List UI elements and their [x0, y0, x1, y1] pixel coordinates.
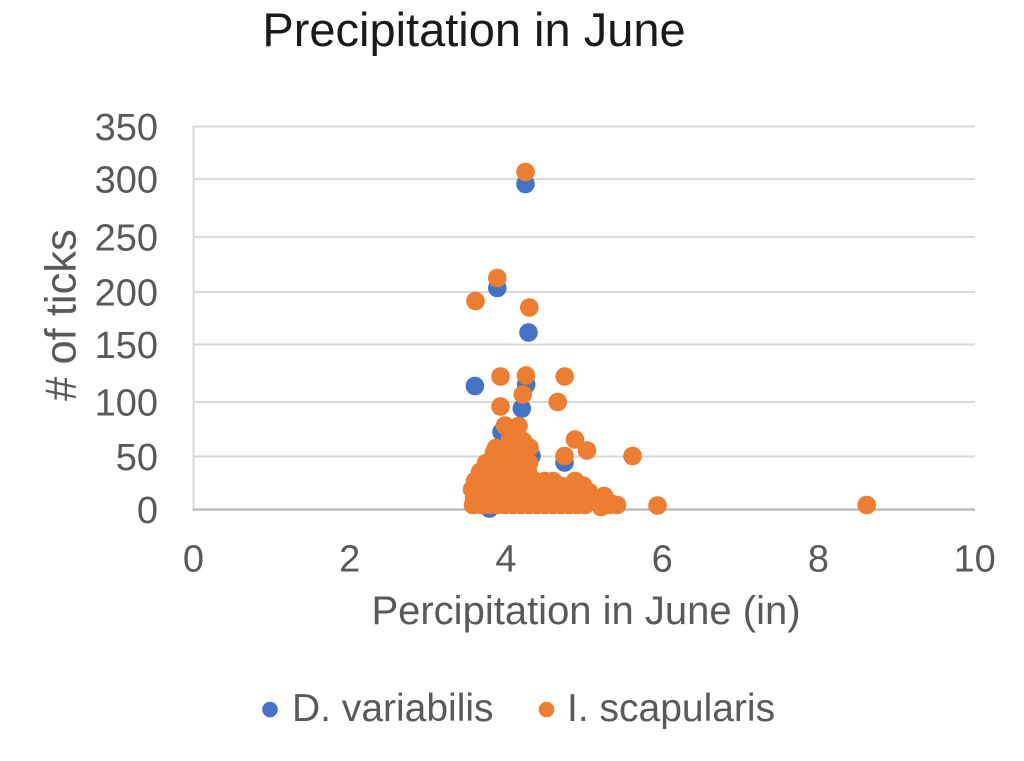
svg-text:100: 100 [95, 383, 158, 425]
svg-text:I. scapularis: I. scapularis [567, 687, 775, 730]
svg-text:200: 200 [95, 273, 158, 315]
svg-text:0: 0 [183, 539, 204, 581]
svg-text:# of ticks: # of ticks [38, 229, 86, 401]
svg-text:2: 2 [339, 539, 360, 581]
svg-text:0: 0 [137, 490, 158, 532]
svg-text:6: 6 [652, 539, 673, 581]
svg-text:D. variabilis: D. variabilis [292, 687, 494, 730]
svg-text:300: 300 [95, 160, 158, 202]
svg-text:250: 250 [95, 218, 158, 260]
svg-text:10: 10 [954, 539, 996, 581]
svg-text:50: 50 [116, 437, 158, 479]
svg-text:Precipitation in June: Precipitation in June [262, 3, 685, 56]
svg-text:8: 8 [808, 539, 829, 581]
svg-text:Percipitation in June (in): Percipitation in June (in) [371, 589, 800, 633]
svg-text:4: 4 [495, 539, 516, 581]
svg-text:150: 150 [95, 325, 158, 367]
svg-text:350: 350 [95, 107, 158, 149]
